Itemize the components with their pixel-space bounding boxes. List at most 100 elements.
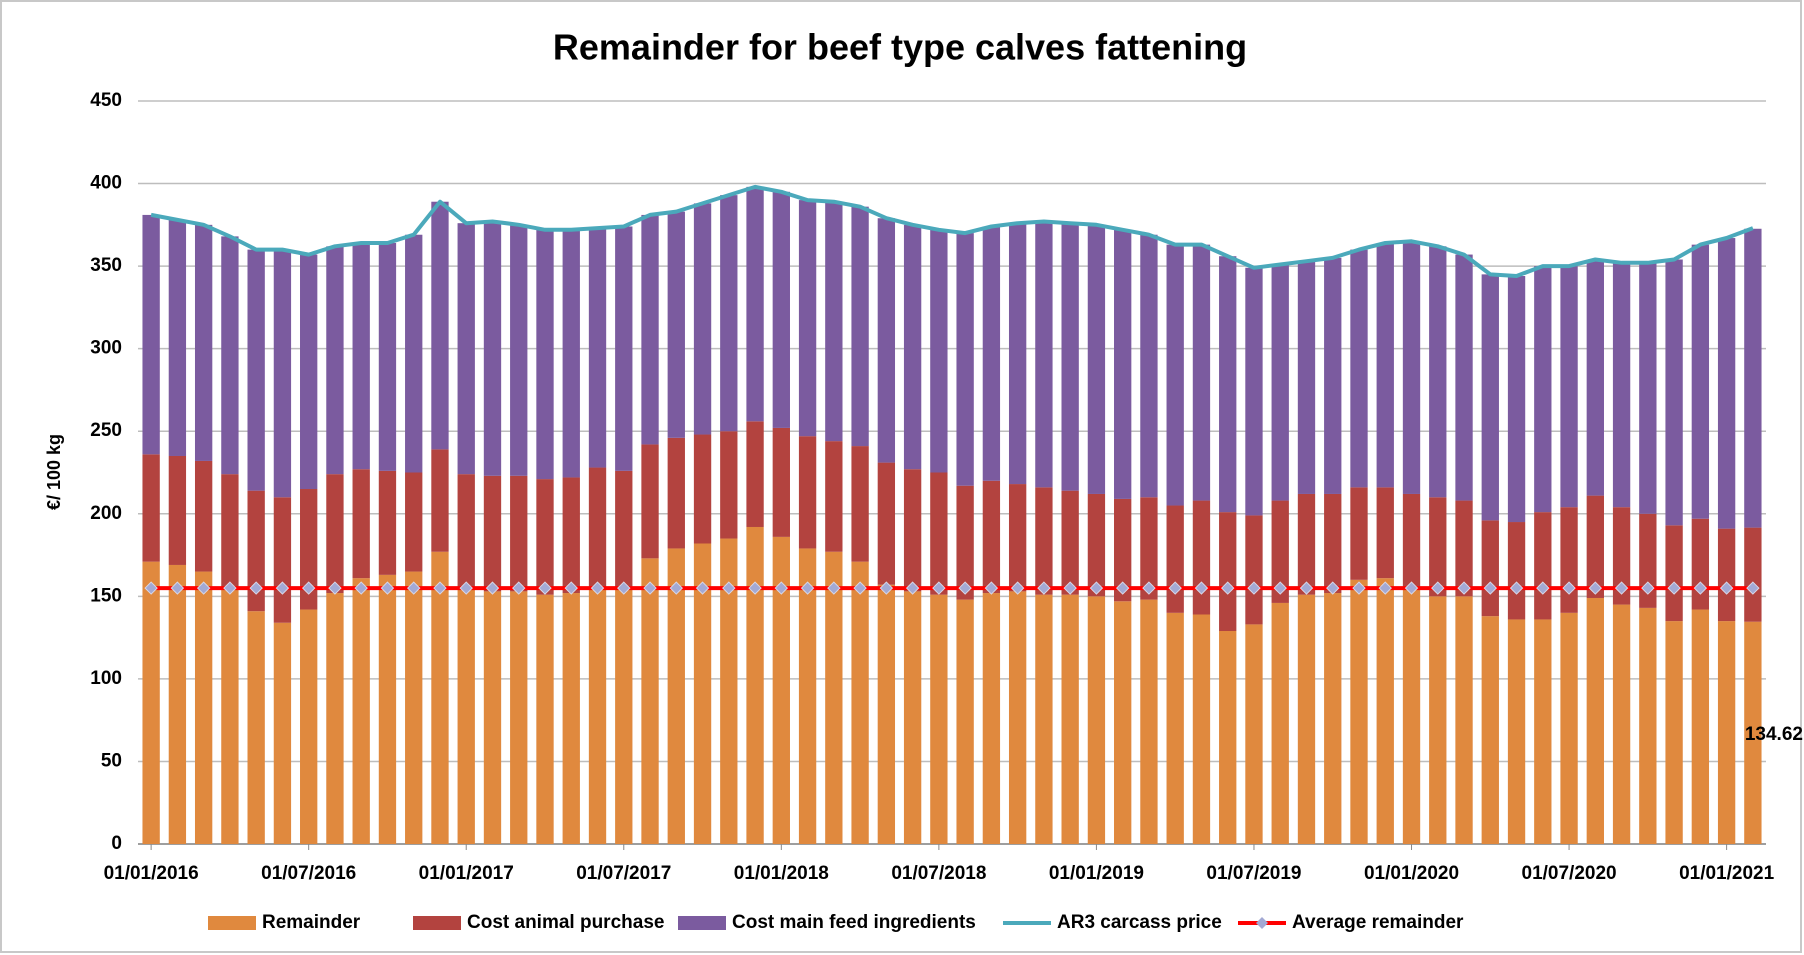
line-marker — [1352, 581, 1366, 595]
bar-segment — [300, 609, 318, 844]
bar-segment — [1691, 609, 1710, 844]
x-tick-label: 01/01/2016 — [104, 863, 199, 884]
line-marker — [328, 581, 342, 595]
line-marker — [1509, 581, 1524, 595]
bar-segment — [1192, 500, 1211, 615]
bar-segment — [798, 200, 817, 437]
line-marker — [1562, 581, 1576, 595]
bar-segment — [352, 242, 370, 470]
bar-segment — [1691, 244, 1710, 519]
y-axis-label: €/ 100 kg — [44, 434, 64, 510]
line-marker — [1063, 581, 1077, 595]
bar-segment — [956, 599, 974, 844]
x-tick-label: 01/01/2017 — [419, 863, 514, 884]
line-marker — [170, 581, 185, 595]
bar-segment — [457, 223, 475, 475]
bar-segment — [1612, 507, 1631, 605]
bar-segment — [142, 214, 160, 455]
bar-segment — [615, 588, 633, 844]
bar-segment — [903, 224, 922, 470]
x-tick-label: 01/01/2020 — [1364, 863, 1459, 884]
line-marker — [1326, 581, 1340, 595]
bar-segment — [772, 536, 790, 844]
bar-segment — [615, 226, 633, 471]
bar-segment — [1586, 259, 1604, 496]
bar-segment — [588, 228, 607, 468]
line-marker — [1010, 581, 1025, 595]
bar-segment — [1350, 249, 1368, 488]
bar-segment — [1507, 276, 1526, 523]
line-marker — [196, 581, 211, 595]
legend-swatch — [413, 916, 461, 930]
bar-segment — [851, 206, 869, 447]
bar-segment — [562, 593, 580, 844]
line-marker — [1404, 581, 1419, 595]
bar-segment — [825, 551, 843, 844]
line-marker — [538, 581, 552, 595]
bar-segment — [1271, 264, 1289, 501]
bar-segment — [798, 548, 817, 844]
line-marker — [774, 581, 789, 595]
bar-segment — [510, 475, 528, 592]
bar-segment — [930, 229, 948, 473]
bar-segment — [1717, 528, 1736, 622]
bar-segment — [588, 588, 607, 844]
bar-segment — [903, 469, 922, 592]
bar-segment — [982, 226, 1001, 481]
line-marker — [984, 581, 999, 595]
x-tick-label: 01/07/2019 — [1206, 863, 1301, 884]
x-tick-label: 01/07/2017 — [576, 863, 671, 884]
bar-segment — [1376, 578, 1394, 844]
line-marker — [879, 581, 894, 595]
bar-segment — [588, 467, 607, 589]
line-marker — [1273, 581, 1287, 595]
legend-marker — [1256, 917, 1268, 929]
bar-segment — [746, 186, 764, 422]
bar-segment — [168, 219, 187, 456]
bar-segment — [1612, 604, 1631, 844]
y-tick-label: 450 — [90, 90, 122, 111]
bar-segment — [326, 474, 344, 594]
bar-segment — [273, 622, 292, 844]
bar-segment — [405, 234, 423, 473]
bar-segment — [1402, 493, 1421, 587]
bar-segment — [1402, 241, 1421, 494]
bar-segment — [1035, 221, 1053, 488]
bar-segment — [1219, 256, 1237, 513]
bar-segment — [1271, 500, 1289, 603]
bar-segment — [1245, 515, 1263, 625]
bar-segment — [1350, 579, 1368, 844]
bar-segment — [352, 578, 370, 844]
line-marker — [380, 581, 395, 595]
line-marker — [1431, 581, 1445, 595]
y-tick-label: 200 — [90, 503, 122, 524]
bar-segment — [536, 479, 554, 595]
line-marker — [1168, 581, 1182, 595]
bar-segment — [1376, 242, 1394, 488]
bar-segment — [1507, 619, 1526, 844]
x-tick-label: 01/07/2018 — [891, 863, 986, 884]
line-marker — [590, 581, 605, 595]
line-marker — [1221, 581, 1235, 595]
bar-segment — [352, 469, 370, 579]
bar-segment — [483, 591, 502, 844]
bar-segment — [168, 455, 187, 565]
bar-segment — [798, 436, 817, 549]
bar-segment — [615, 470, 633, 589]
bar-segment — [1455, 500, 1473, 597]
bar-segment — [247, 490, 265, 612]
bar-segment — [746, 526, 764, 844]
legend-swatch — [678, 916, 726, 930]
bar-segment — [1639, 513, 1657, 608]
bar-segment — [982, 480, 1001, 594]
bar-segment — [510, 224, 528, 476]
bar-segment — [483, 475, 502, 592]
bar-segment — [1455, 254, 1473, 501]
bar-segment — [1481, 520, 1499, 617]
bar-segment — [1114, 601, 1132, 844]
line-marker — [1693, 581, 1708, 595]
bar-segment — [1297, 493, 1316, 595]
bar-segment — [1219, 512, 1237, 632]
bar-segment — [1376, 487, 1394, 579]
y-tick-label: 350 — [90, 255, 122, 276]
